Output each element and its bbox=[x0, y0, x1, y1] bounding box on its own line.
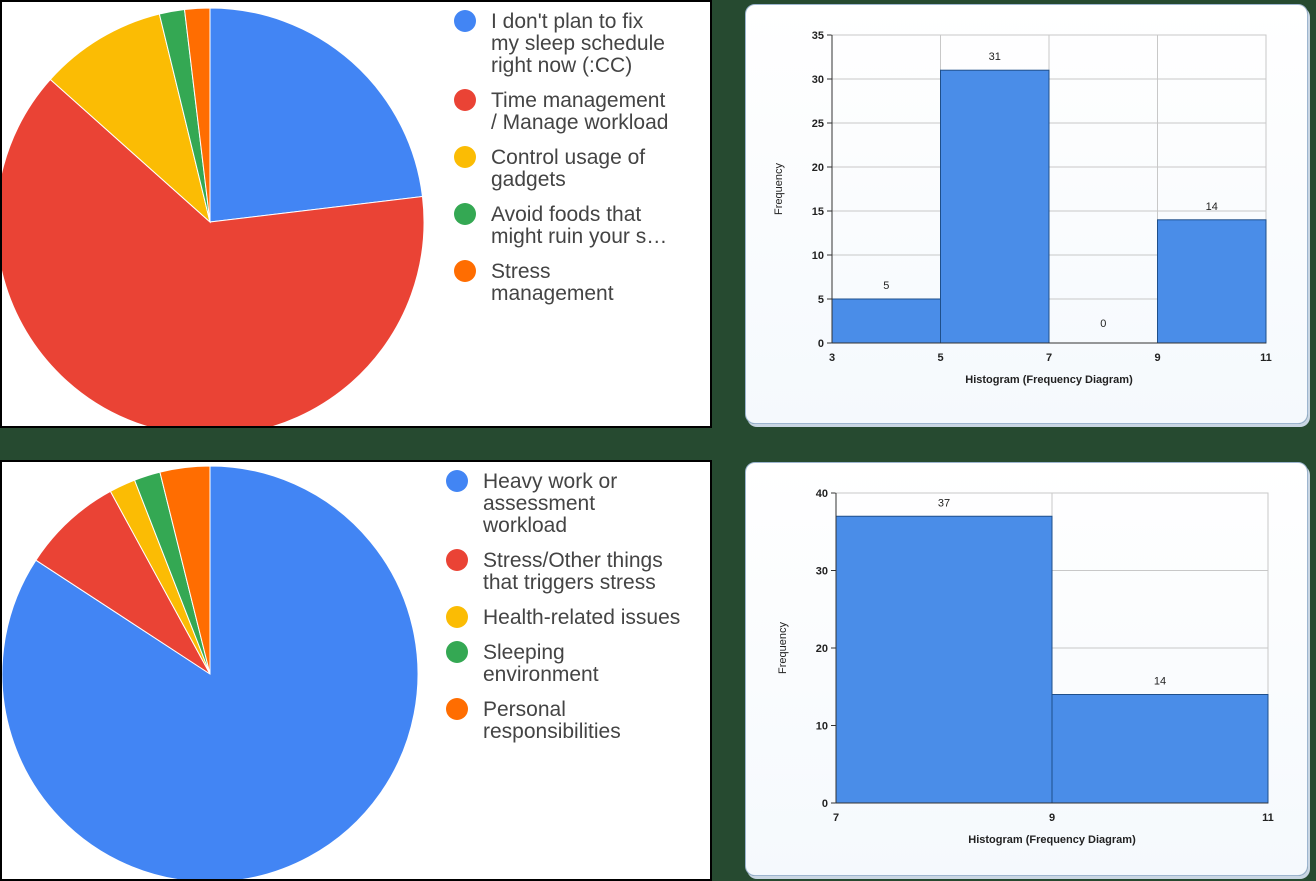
x-axis-title: Histogram (Frequency Diagram) bbox=[968, 834, 1136, 846]
x-tick-label: 3 bbox=[829, 352, 835, 364]
legend-marker bbox=[454, 10, 476, 32]
pie-chart-sleep-fix: I don't plan to fix my sleep schedule righ… bbox=[0, 0, 712, 428]
bar-value-label: 14 bbox=[1206, 201, 1218, 213]
pie-slice bbox=[159, 465, 211, 675]
x-tick-label: 11 bbox=[1262, 812, 1274, 824]
histogram-chart-bottom: 0 10 20 30 40 7 9 11 37 14 Histogram (Frequency Di… bbox=[745, 462, 1308, 876]
legend-label: Stress bbox=[491, 260, 551, 283]
bar-value-label: 0 bbox=[1100, 318, 1106, 330]
histogram-bar bbox=[831, 298, 941, 344]
pie-slice bbox=[49, 13, 211, 224]
x-tick-label: 11 bbox=[1260, 352, 1272, 364]
legend-label: management bbox=[491, 282, 614, 305]
histogram-chart-top: 0 5 10 15 20 25 30 35 3 5 7 9 11 5 31 0 14 Histogram (Fre… bbox=[745, 4, 1308, 424]
x-tick-label: 7 bbox=[1046, 352, 1052, 364]
legend-label: Health-related issues bbox=[483, 606, 680, 629]
histogram-bar bbox=[940, 69, 1050, 344]
legend-label: assessment bbox=[483, 492, 595, 515]
pie-slice bbox=[209, 7, 424, 223]
legend-label: Sleeping bbox=[483, 641, 565, 664]
legend-marker bbox=[446, 606, 468, 628]
x-tick-label: 5 bbox=[937, 352, 943, 364]
pie-slice bbox=[183, 7, 211, 223]
legend-marker bbox=[446, 641, 468, 663]
legend-label: Time management bbox=[491, 89, 665, 112]
bar-value-label: 5 bbox=[883, 280, 889, 292]
bar-value-label: 37 bbox=[938, 497, 950, 509]
bar-value-label: 14 bbox=[1154, 676, 1166, 688]
histogram-svg: 0 10 20 30 40 7 9 11 37 14 Histogram (Frequency Di… bbox=[777, 488, 1274, 846]
histogram-bar bbox=[835, 515, 1053, 804]
y-tick-label: 0 bbox=[822, 798, 828, 810]
y-axis-title: Frequency bbox=[773, 163, 785, 215]
x-tick-label: 9 bbox=[1049, 812, 1055, 824]
legend-marker bbox=[446, 698, 468, 720]
x-tick-label: 9 bbox=[1154, 352, 1160, 364]
legend-label: my sleep schedule bbox=[491, 32, 665, 55]
histogram-bar bbox=[1157, 219, 1267, 344]
y-tick-label: 30 bbox=[812, 74, 824, 86]
legend-label: workload bbox=[482, 514, 567, 537]
x-tick-label: 7 bbox=[833, 812, 839, 824]
bar-value-label: 31 bbox=[989, 51, 1001, 63]
legend-label: Avoid foods that bbox=[491, 203, 641, 226]
y-tick-label: 5 bbox=[818, 294, 824, 306]
y-tick-label: 35 bbox=[812, 30, 824, 42]
legend-marker bbox=[446, 470, 468, 492]
legend-label: Heavy work or bbox=[483, 470, 617, 493]
legend-marker bbox=[454, 146, 476, 168]
histogram-bar bbox=[1051, 694, 1269, 804]
y-tick-label: 20 bbox=[812, 162, 824, 174]
pie-slice bbox=[2, 78, 425, 426]
legend-label: / Manage workload bbox=[491, 111, 668, 134]
pie-slice bbox=[2, 465, 419, 879]
y-tick-label: 10 bbox=[816, 721, 828, 733]
y-tick-label: 30 bbox=[816, 566, 828, 578]
pie-chart-causes: Heavy work or assessment workload Stress/Ot… bbox=[0, 460, 712, 881]
legend-marker bbox=[446, 549, 468, 571]
y-tick-label: 15 bbox=[812, 206, 824, 218]
legend-label: Stress/Other things bbox=[483, 549, 663, 572]
legend-marker bbox=[454, 89, 476, 111]
y-tick-label: 0 bbox=[818, 338, 824, 350]
y-tick-label: 40 bbox=[816, 488, 828, 500]
legend-label: responsibilities bbox=[483, 720, 621, 743]
legend-label: Personal bbox=[483, 698, 566, 721]
legend-label: might ruin your s… bbox=[491, 225, 667, 248]
y-axis-title: Frequency bbox=[777, 622, 789, 674]
legend-label: gadgets bbox=[491, 168, 566, 191]
legend-label: Control usage of bbox=[491, 146, 645, 169]
legend-label: I don't plan to fix bbox=[491, 10, 644, 33]
x-axis-title: Histogram (Frequency Diagram) bbox=[965, 374, 1133, 386]
pie-slice bbox=[35, 490, 211, 675]
legend-label: environment bbox=[483, 663, 599, 686]
y-tick-label: 10 bbox=[812, 250, 824, 262]
legend-marker bbox=[454, 203, 476, 225]
legend-label: right now (:CC) bbox=[491, 54, 632, 77]
legend-label: that triggers stress bbox=[483, 571, 656, 594]
legend-marker bbox=[454, 260, 476, 282]
y-tick-label: 20 bbox=[816, 643, 828, 655]
y-tick-label: 25 bbox=[812, 118, 824, 130]
